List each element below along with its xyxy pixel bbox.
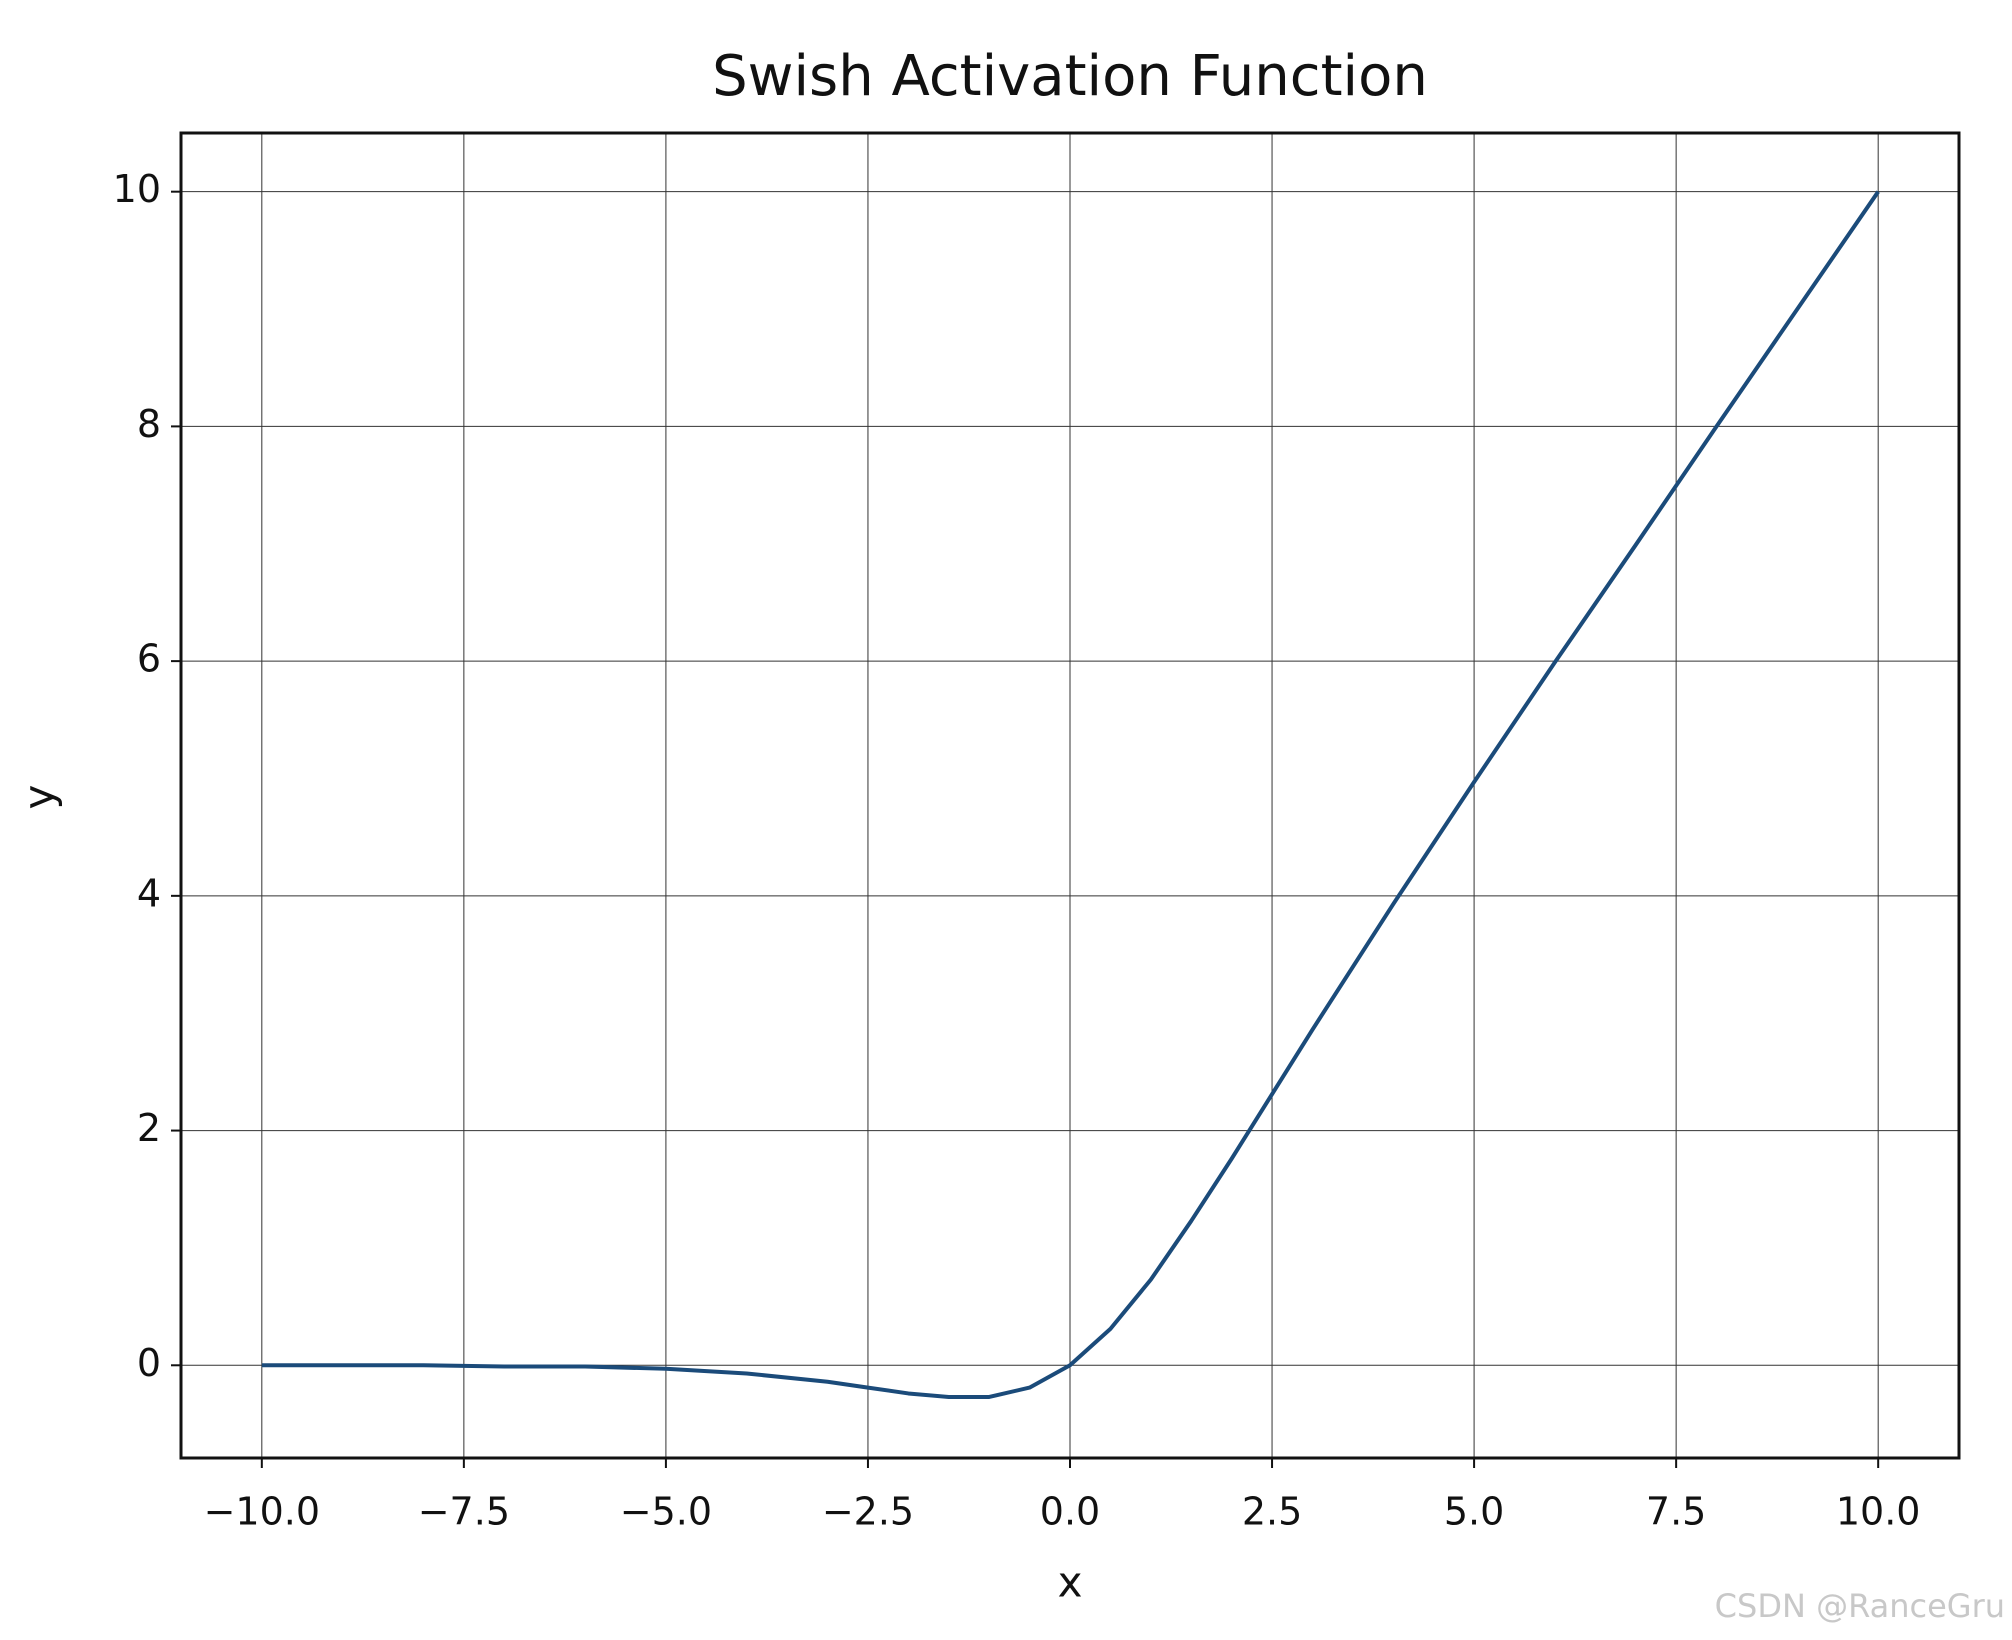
x-tick-label: 0.0 <box>1040 1490 1100 1534</box>
x-tick-label: −10.0 <box>204 1490 320 1534</box>
watermark: CSDN @RanceGru <box>1715 1587 2005 1625</box>
y-tick-label: 8 <box>137 402 161 446</box>
x-tick-label: 7.5 <box>1646 1490 1706 1534</box>
x-tick-label: 2.5 <box>1242 1490 1302 1534</box>
y-axis-label: y <box>15 785 64 810</box>
x-tick-label: −7.5 <box>418 1490 510 1534</box>
chart-title: Swish Activation Function <box>712 44 1428 109</box>
y-tick-label: 4 <box>137 871 161 915</box>
y-tick-label: 0 <box>137 1341 161 1385</box>
x-axis-label: x <box>1058 1558 1083 1607</box>
x-tick-label: −5.0 <box>620 1490 712 1534</box>
data-line <box>261 190 1880 1399</box>
y-tick-label: 6 <box>137 637 161 681</box>
y-tick-label: 2 <box>137 1106 161 1150</box>
x-tick-label: −2.5 <box>822 1490 914 1534</box>
plot-frame <box>179 131 1961 1460</box>
x-tick-label: 10.0 <box>1836 1490 1921 1534</box>
y-tick-label: 10 <box>113 167 161 211</box>
x-tick-label: 5.0 <box>1444 1490 1504 1534</box>
